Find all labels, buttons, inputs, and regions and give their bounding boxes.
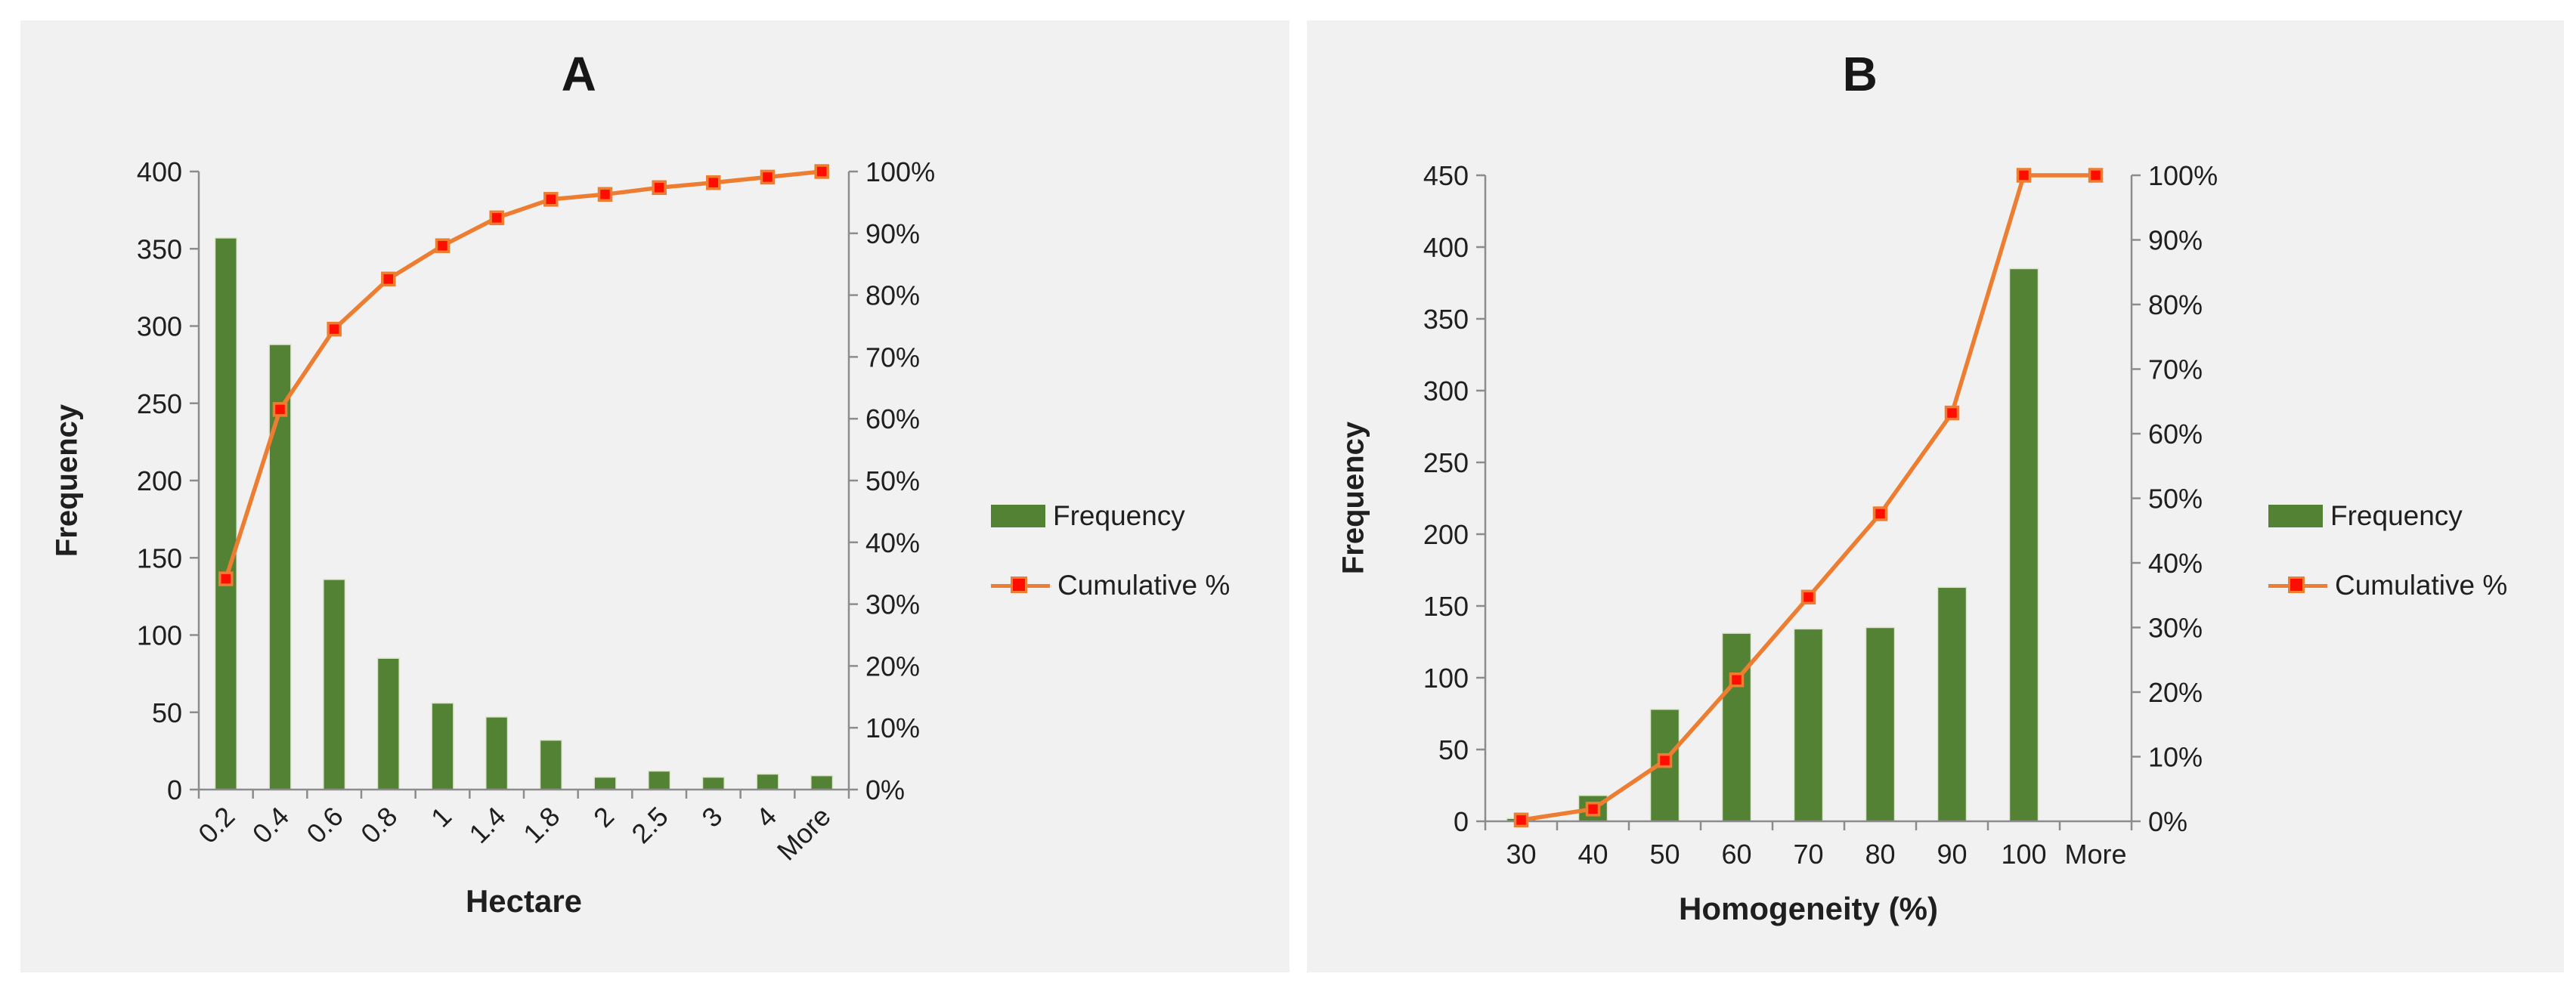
- legend-item-cumulative: Cumulative %: [991, 569, 1230, 602]
- legend-frequency-label: Frequency: [1053, 500, 1185, 531]
- svg-text:450: 450: [1423, 160, 1469, 191]
- svg-text:More: More: [771, 801, 837, 867]
- svg-text:100%: 100%: [2148, 160, 2218, 191]
- chart-a-x-axis-title: Hectare: [465, 883, 583, 919]
- svg-text:20%: 20%: [2148, 677, 2203, 708]
- svg-text:50%: 50%: [865, 465, 920, 496]
- svg-text:0.4: 0.4: [246, 801, 295, 849]
- svg-text:0: 0: [167, 774, 182, 805]
- svg-text:30%: 30%: [2148, 613, 2203, 644]
- svg-text:100%: 100%: [865, 156, 935, 187]
- legend-cumulative-label: Cumulative %: [1057, 570, 1231, 601]
- chart-a-y-axis-title: Frequency: [50, 403, 84, 558]
- svg-text:30: 30: [1506, 839, 1536, 870]
- svg-text:400: 400: [1423, 232, 1469, 263]
- chart-b-plot-area: 0 50 100 150 200 250 300 350 400 450 0% 10% 20% 30% 40…: [1423, 160, 2218, 870]
- chart-a-title: A: [561, 47, 596, 101]
- legend-cumulative-label: Cumulative %: [2335, 570, 2508, 601]
- svg-text:0.6: 0.6: [300, 801, 348, 849]
- svg-text:80%: 80%: [2148, 289, 2203, 320]
- svg-text:More: More: [2064, 839, 2126, 870]
- svg-text:1.4: 1.4: [463, 801, 511, 849]
- chart-b-y-axis-title: Frequency: [1336, 421, 1370, 575]
- svg-text:200: 200: [1423, 519, 1469, 550]
- svg-text:350: 350: [137, 233, 182, 264]
- svg-text:200: 200: [137, 465, 182, 496]
- svg-text:0%: 0%: [865, 774, 905, 805]
- svg-text:0: 0: [1454, 806, 1469, 837]
- svg-text:100: 100: [137, 620, 182, 651]
- svg-text:50: 50: [1649, 839, 1680, 870]
- svg-text:30%: 30%: [865, 589, 920, 620]
- svg-text:350: 350: [1423, 304, 1469, 335]
- svg-text:80: 80: [1865, 839, 1895, 870]
- svg-text:50%: 50%: [2148, 484, 2203, 515]
- chart-b-x-axis-title: Homogeneity (%): [1678, 891, 1938, 926]
- svg-text:90%: 90%: [865, 218, 920, 249]
- svg-text:1.8: 1.8: [517, 801, 565, 849]
- cumulative-line-marker-icon: [991, 574, 1050, 597]
- svg-text:4: 4: [750, 801, 782, 833]
- svg-text:0.8: 0.8: [355, 801, 403, 849]
- chart-a-plot-area: 0 50 100 150 200 250 300 350 400 0% 10% 20% 30% 40% 50…: [137, 156, 935, 867]
- svg-text:300: 300: [1423, 376, 1469, 406]
- chart-a-legend: Frequency Cumulative %: [991, 499, 1230, 638]
- frequency-swatch-icon: [2268, 505, 2323, 527]
- svg-text:50: 50: [1438, 734, 1469, 765]
- svg-text:0%: 0%: [2148, 806, 2187, 837]
- svg-text:400: 400: [137, 156, 182, 187]
- legend-item-frequency: Frequency: [2268, 499, 2507, 533]
- svg-text:70%: 70%: [2148, 354, 2203, 385]
- legend-item-frequency: Frequency: [991, 499, 1230, 533]
- cumulative-line-marker-icon: [2268, 574, 2327, 597]
- svg-text:100: 100: [2001, 839, 2046, 870]
- svg-text:40%: 40%: [2148, 548, 2203, 579]
- legend-frequency-label: Frequency: [2330, 500, 2463, 531]
- legend-item-cumulative: Cumulative %: [2268, 569, 2507, 602]
- chart-b-title: B: [1842, 47, 1878, 101]
- svg-text:80%: 80%: [865, 280, 920, 311]
- svg-text:70: 70: [1793, 839, 1823, 870]
- frequency-swatch-icon: [991, 505, 1045, 527]
- svg-text:300: 300: [137, 311, 182, 342]
- svg-text:2: 2: [587, 801, 620, 833]
- svg-text:50: 50: [152, 697, 182, 728]
- svg-text:60: 60: [1721, 839, 1751, 870]
- svg-text:250: 250: [1423, 447, 1469, 478]
- chart-panel-b: B 0 50 100 150 200 250 300 350 400 450 0% 10% 20% 30%…: [1307, 20, 2564, 972]
- chart-panel-a: A 0 50 100 150 200 250 300 350 400 0% 10% 20% 30% 40%…: [20, 20, 1290, 972]
- svg-text:250: 250: [137, 388, 182, 419]
- svg-text:150: 150: [1423, 591, 1469, 622]
- svg-text:3: 3: [695, 801, 728, 833]
- svg-text:2.5: 2.5: [625, 801, 673, 849]
- svg-text:90%: 90%: [2148, 225, 2203, 256]
- svg-text:10%: 10%: [2148, 742, 2203, 773]
- chart-b-legend: Frequency Cumulative %: [2268, 499, 2507, 638]
- svg-text:0.2: 0.2: [192, 801, 240, 849]
- svg-text:90: 90: [1937, 839, 1967, 870]
- svg-text:20%: 20%: [865, 651, 920, 682]
- svg-text:40%: 40%: [865, 527, 920, 558]
- svg-text:60%: 60%: [2148, 419, 2203, 450]
- svg-text:100: 100: [1423, 663, 1469, 694]
- svg-text:70%: 70%: [865, 342, 920, 372]
- svg-text:60%: 60%: [865, 403, 920, 434]
- svg-text:10%: 10%: [865, 712, 920, 743]
- svg-text:150: 150: [137, 542, 182, 573]
- svg-text:40: 40: [1577, 839, 1608, 870]
- svg-text:1: 1: [425, 801, 457, 833]
